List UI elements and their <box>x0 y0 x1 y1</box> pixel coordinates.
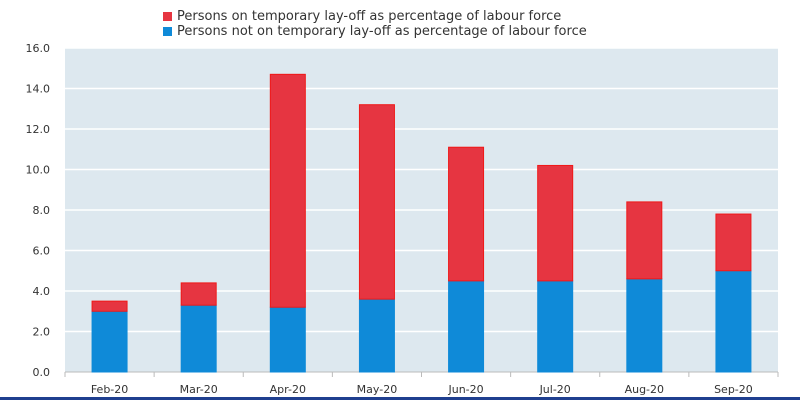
bar-segment-layoff <box>269 73 306 308</box>
x-tick-label: Aug-20 <box>625 383 664 396</box>
legend-swatch-red <box>163 12 172 21</box>
y-tick-label: 6.0 <box>33 245 51 258</box>
y-tick-label: 8.0 <box>33 204 51 217</box>
bar-segment-not-layoff <box>91 310 128 373</box>
bar-segment-layoff <box>180 282 217 306</box>
bar-segment-layoff <box>626 201 663 280</box>
bar-segment-not-layoff <box>626 278 663 373</box>
bar-segment-layoff <box>358 104 395 300</box>
bar-segment-layoff <box>715 213 752 272</box>
x-tick-label: May-20 <box>357 383 398 396</box>
y-tick-label: 10.0 <box>26 164 51 177</box>
bar-segment-layoff <box>448 146 485 282</box>
y-tick-label: 4.0 <box>33 285 51 298</box>
bar-segment-not-layoff <box>180 304 217 373</box>
legend-item-layoff: Persons on temporary lay-off as percenta… <box>163 9 561 24</box>
x-tick-label: Jun-20 <box>447 383 483 396</box>
legend-swatch-blue <box>163 27 172 36</box>
x-tick-label: Sep-20 <box>714 383 753 396</box>
bar-segment-not-layoff <box>448 280 485 373</box>
legend-item-not-layoff: Persons not on temporary lay-off as perc… <box>163 24 587 39</box>
x-tick-label: Feb-20 <box>91 383 128 396</box>
y-tick-label: 16.0 <box>26 42 51 55</box>
bar-segment-not-layoff <box>269 306 306 373</box>
y-tick-label: 2.0 <box>33 326 51 339</box>
x-tick-label: Mar-20 <box>180 383 218 396</box>
bar-segment-not-layoff <box>715 270 752 373</box>
y-tick-label: 14.0 <box>26 83 51 96</box>
legend-label: Persons on temporary lay-off as percenta… <box>177 9 562 24</box>
bar-segment-not-layoff <box>537 280 574 373</box>
bottom-border <box>0 397 800 400</box>
y-tick-label: 12.0 <box>26 123 51 136</box>
y-tick-label: 0.0 <box>33 366 51 379</box>
legend-label: Persons not on temporary lay-off as perc… <box>177 24 587 39</box>
bar-segment-layoff <box>91 300 128 312</box>
x-tick-label: Jul-20 <box>539 383 571 396</box>
bar-segment-not-layoff <box>358 298 395 373</box>
bar-segment-layoff <box>537 164 574 282</box>
x-tick-label: Apr-20 <box>270 383 306 396</box>
